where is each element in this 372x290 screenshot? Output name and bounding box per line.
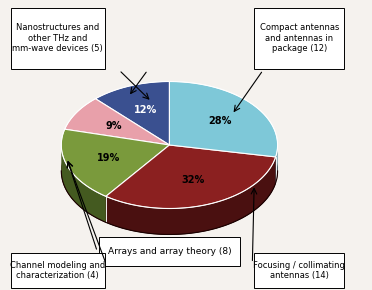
PathPatch shape — [106, 145, 276, 209]
Text: 12%: 12% — [134, 105, 157, 115]
PathPatch shape — [61, 129, 169, 196]
Text: Nanostructures and
other THz and
mm-wave devices (5): Nanostructures and other THz and mm-wave… — [12, 23, 103, 53]
Text: 28%: 28% — [208, 116, 231, 126]
Text: 32%: 32% — [182, 175, 205, 185]
FancyBboxPatch shape — [254, 8, 344, 68]
PathPatch shape — [169, 81, 278, 157]
Text: Focusing / collimating
antennas (14): Focusing / collimating antennas (14) — [253, 261, 345, 280]
Polygon shape — [106, 157, 276, 234]
PathPatch shape — [65, 99, 169, 145]
Text: 19%: 19% — [97, 153, 120, 163]
Text: Arrays and array theory (8): Arrays and array theory (8) — [108, 247, 231, 256]
Text: 9%: 9% — [105, 121, 122, 130]
Polygon shape — [276, 146, 278, 183]
FancyBboxPatch shape — [254, 253, 344, 288]
Text: Compact antennas
and antennas in
package (12): Compact antennas and antennas in package… — [260, 23, 339, 53]
FancyBboxPatch shape — [11, 253, 105, 288]
Text: Channel modeling and
characterization (4): Channel modeling and characterization (4… — [10, 261, 105, 280]
FancyBboxPatch shape — [11, 8, 105, 68]
Ellipse shape — [61, 108, 278, 235]
Polygon shape — [61, 146, 106, 222]
PathPatch shape — [96, 81, 169, 145]
FancyBboxPatch shape — [99, 237, 240, 266]
